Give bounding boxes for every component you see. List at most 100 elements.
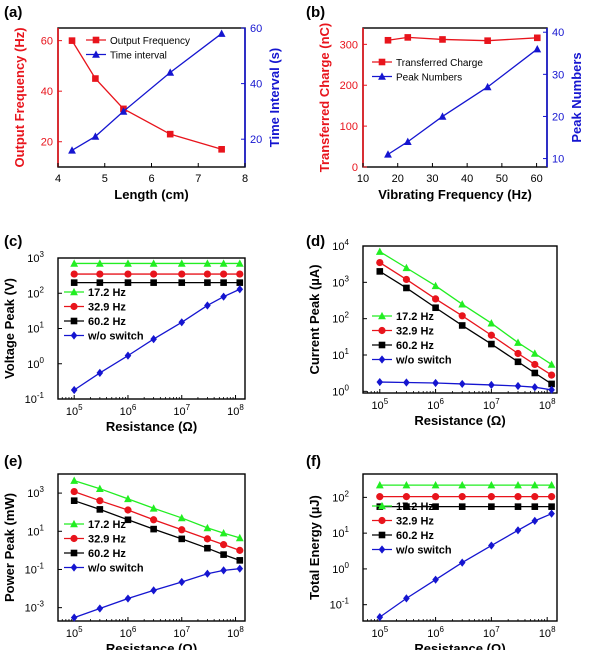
series-2 bbox=[70, 497, 244, 564]
data-point bbox=[438, 112, 447, 120]
y-tick-base: 10 bbox=[27, 359, 39, 371]
legend-marker bbox=[70, 549, 78, 557]
data-point bbox=[531, 503, 539, 510]
data-point bbox=[487, 331, 495, 339]
series-0 bbox=[375, 247, 556, 368]
y-tick-exponent: 0 bbox=[345, 383, 350, 392]
x-tick-base: 10 bbox=[483, 628, 495, 640]
y-tick-base: 10 bbox=[25, 564, 37, 576]
data-point bbox=[431, 493, 440, 501]
data-point bbox=[548, 509, 555, 518]
legend-marker bbox=[70, 331, 78, 340]
data-point bbox=[487, 319, 496, 327]
y-tick-label: 100 bbox=[340, 121, 358, 133]
plot-frame bbox=[57, 473, 246, 622]
x-tick-label: 105 bbox=[371, 397, 388, 412]
y-tick-base: 10 bbox=[332, 350, 344, 362]
legend-marker bbox=[70, 519, 78, 528]
data-point bbox=[458, 558, 466, 567]
data-point bbox=[488, 380, 495, 390]
series-1 bbox=[376, 493, 556, 501]
data-point bbox=[531, 493, 539, 501]
legend-entry: 32.9 Hz bbox=[88, 302, 126, 314]
data-point bbox=[236, 557, 244, 564]
y-axis-label: Voltage Peak (V) bbox=[2, 278, 17, 379]
y-tick-label: 0 bbox=[352, 162, 358, 174]
x-tick-exponent: 7 bbox=[495, 625, 500, 634]
data-point bbox=[376, 377, 384, 387]
data-point bbox=[178, 270, 186, 278]
data-point bbox=[458, 322, 466, 329]
x-tick-label: 108 bbox=[227, 403, 244, 418]
data-point bbox=[403, 284, 410, 292]
data-point bbox=[403, 378, 410, 387]
legend-entry: 17.2 Hz bbox=[88, 519, 126, 531]
x-tick-base: 10 bbox=[371, 628, 383, 640]
data-point bbox=[95, 259, 104, 267]
x-tick-exponent: 8 bbox=[239, 625, 244, 634]
legend-marker bbox=[378, 545, 386, 554]
y2-tick-label: 40 bbox=[552, 27, 564, 39]
y-axis-label: Transferred Charge (nC) bbox=[317, 23, 332, 173]
y-tick-exponent: 2 bbox=[345, 489, 350, 498]
legend-marker bbox=[70, 302, 78, 311]
series-line bbox=[73, 288, 241, 391]
x-tick-label: 106 bbox=[427, 397, 444, 412]
data-point bbox=[431, 481, 440, 489]
data-point bbox=[235, 259, 244, 267]
x-tick-label: 50 bbox=[496, 173, 508, 185]
data-point bbox=[531, 516, 539, 525]
data-point bbox=[96, 270, 104, 278]
y-tick-label: 10-1 bbox=[25, 561, 45, 576]
x-tick-base: 10 bbox=[539, 400, 551, 412]
data-point bbox=[68, 37, 76, 44]
x-tick-base: 10 bbox=[427, 400, 439, 412]
y-axis-label: Power Peak (mW) bbox=[2, 493, 17, 602]
legend-marker bbox=[70, 534, 78, 543]
data-point bbox=[124, 516, 132, 524]
y-tick-exponent: -1 bbox=[37, 561, 45, 570]
y-tick-base: 10 bbox=[332, 314, 344, 326]
data-point bbox=[404, 34, 412, 41]
panel-tag: (f) bbox=[306, 453, 321, 470]
data-point bbox=[124, 506, 132, 514]
legend-entry: Output Frequency bbox=[110, 36, 190, 47]
legend-entry: w/o switch bbox=[395, 545, 452, 557]
legend-entry: Time interval bbox=[110, 51, 167, 62]
data-point bbox=[402, 275, 411, 284]
data-point bbox=[376, 268, 384, 275]
y-tick-label: 60 bbox=[41, 36, 53, 48]
data-point bbox=[96, 497, 104, 505]
x-tick-label: 8 bbox=[242, 173, 248, 185]
y-tick-label: 103 bbox=[332, 274, 349, 289]
x-tick-base: 10 bbox=[371, 400, 383, 412]
legend: 17.2 Hz 32.9 Hz 60.2 Hz w/o switch bbox=[64, 287, 144, 343]
y-tick-label: 103 bbox=[27, 485, 44, 500]
series-0 bbox=[70, 259, 244, 267]
x-tick-exponent: 5 bbox=[384, 625, 389, 634]
legend-entry: Peak Numbers bbox=[396, 73, 462, 84]
data-point bbox=[203, 523, 212, 532]
data-point bbox=[403, 137, 412, 146]
data-point bbox=[487, 481, 496, 489]
x-tick-label: 20 bbox=[392, 173, 404, 185]
data-point bbox=[548, 503, 555, 510]
y-tick-base: 10 bbox=[27, 253, 39, 265]
data-point bbox=[70, 487, 78, 496]
data-point bbox=[458, 481, 467, 489]
x-tick-exponent: 8 bbox=[551, 397, 556, 406]
legend-entry: 60.2 Hz bbox=[88, 316, 126, 328]
y-tick-label: 103 bbox=[27, 250, 44, 265]
x-tick-label: 108 bbox=[539, 397, 556, 412]
panel-tag: (e) bbox=[4, 453, 22, 470]
data-point bbox=[166, 130, 174, 138]
y-tick-exponent: 2 bbox=[345, 311, 350, 320]
y-tick-label: 102 bbox=[332, 311, 349, 326]
data-point bbox=[70, 270, 78, 278]
data-point bbox=[547, 371, 556, 379]
x-tick-base: 10 bbox=[227, 406, 239, 418]
y-tick-exponent: 0 bbox=[345, 561, 350, 570]
data-point bbox=[220, 566, 227, 575]
legend-entry: w/o switch bbox=[395, 355, 452, 367]
y2-tick-label: 40 bbox=[250, 79, 262, 91]
